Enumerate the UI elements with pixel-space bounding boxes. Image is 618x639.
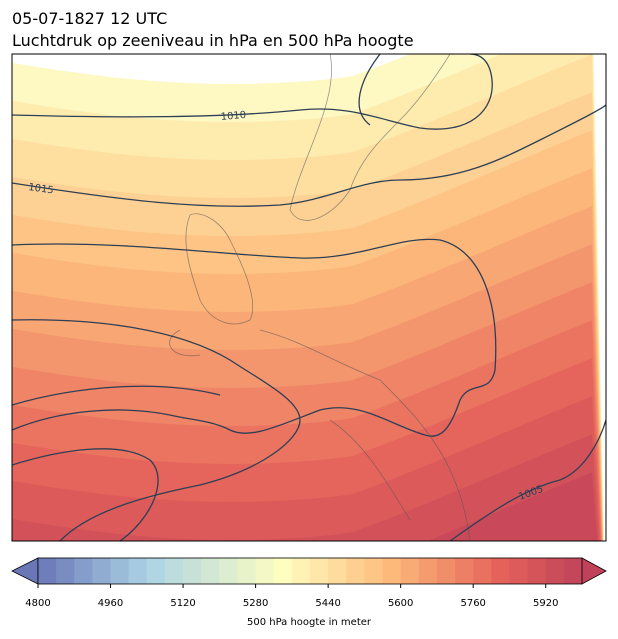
colorbar-tick-label: 5600 bbox=[388, 598, 413, 609]
colorbar-swatch bbox=[273, 558, 293, 584]
colorbar-swatch bbox=[436, 558, 456, 584]
colorbar-swatch bbox=[219, 558, 238, 584]
colorbar-swatch bbox=[128, 558, 148, 584]
colorbar-swatch bbox=[346, 558, 365, 584]
colorbar-tick-label: 5120 bbox=[170, 598, 195, 609]
isobar bbox=[12, 448, 159, 541]
colorbar-swatch bbox=[201, 558, 220, 584]
colorbar-swatch bbox=[328, 558, 347, 584]
colorbar-label: 500 hPa hoogte in meter bbox=[247, 617, 372, 628]
colorbar: 4800 4960 5120 5280 5440 5600 5760 5920 bbox=[11, 557, 607, 609]
colorbar-swatch bbox=[164, 558, 184, 584]
colorbar-tick-label: 5440 bbox=[315, 598, 340, 609]
isobar-label: 1010 bbox=[220, 110, 246, 123]
colorbar-swatch bbox=[310, 558, 329, 584]
coastline bbox=[169, 54, 471, 541]
colorbar-swatch bbox=[92, 558, 112, 584]
colorbar-swatch bbox=[291, 558, 311, 584]
colorbar-tick-label: 5920 bbox=[533, 598, 558, 609]
colorbar-swatch bbox=[491, 558, 510, 584]
colorbar-tick-label: 4960 bbox=[98, 598, 123, 609]
datetime: 05-07-1827 12 UTC bbox=[12, 9, 167, 28]
colorbar-swatch bbox=[527, 558, 547, 584]
colorbar-tick-label: 5760 bbox=[460, 598, 485, 609]
colorbar-extend-low bbox=[11, 557, 39, 585]
isobars bbox=[12, 54, 606, 541]
colorbar-swatch bbox=[56, 558, 75, 584]
map-frame bbox=[11, 53, 607, 542]
isobar bbox=[12, 54, 493, 130]
colorbar-swatch bbox=[418, 558, 438, 584]
isobar bbox=[12, 385, 221, 406]
colorbar-swatch bbox=[255, 558, 275, 584]
colorbar-extend-high bbox=[581, 557, 607, 585]
colorbar-swatch bbox=[110, 558, 130, 584]
colorbar-swatch bbox=[146, 558, 166, 584]
isobar bbox=[449, 419, 606, 541]
isobar-label: 1015 bbox=[28, 182, 55, 196]
colorbar-swatch bbox=[38, 558, 57, 584]
colorbar-swatch bbox=[455, 558, 474, 584]
colorbar-swatch bbox=[545, 558, 565, 584]
colorbar-tick-label: 5280 bbox=[243, 598, 268, 609]
colorbar-swatch bbox=[364, 558, 384, 584]
colorbar-swatch bbox=[382, 558, 402, 584]
height-band bbox=[12, 434, 599, 541]
colorbar-tick-label: 4800 bbox=[25, 598, 50, 609]
isobar bbox=[12, 319, 301, 541]
colorbar-swatch bbox=[509, 558, 529, 584]
colorbar-swatch bbox=[237, 558, 257, 584]
colorbar-swatch bbox=[563, 558, 583, 584]
isobar bbox=[358, 54, 381, 126]
title: Luchtdruk op zeeniveau in hPa en 500 hPa… bbox=[12, 31, 414, 50]
height-band bbox=[12, 472, 598, 541]
colorbar-swatch bbox=[473, 558, 492, 584]
colorbar-frame bbox=[37, 557, 583, 585]
colorbar-swatch bbox=[183, 558, 202, 584]
isobar bbox=[12, 104, 606, 207]
isobar bbox=[12, 238, 497, 437]
colorbar-swatch bbox=[74, 558, 93, 584]
map bbox=[12, 54, 604, 541]
colorbar-swatch bbox=[400, 558, 420, 584]
